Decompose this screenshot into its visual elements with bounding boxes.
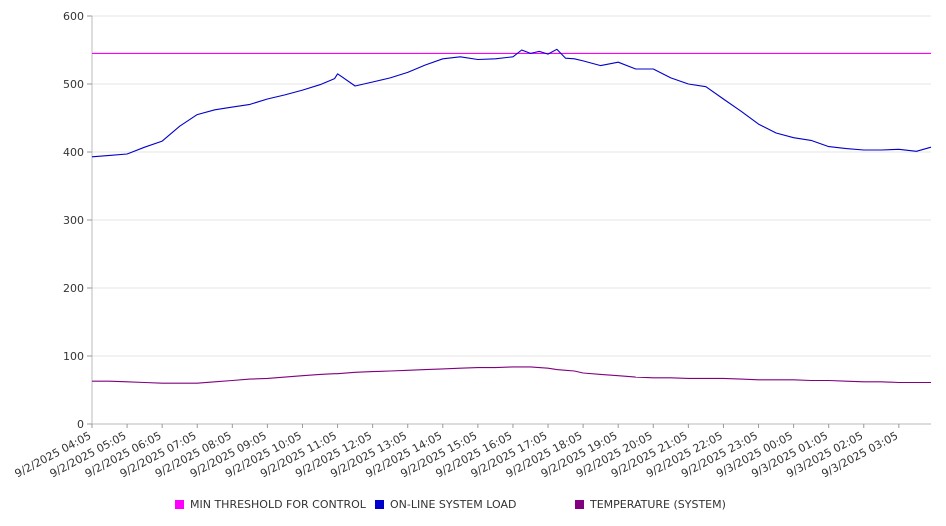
x-axis-ticks: 9/2/2025 04:059/2/2025 05:059/2/2025 06:…: [13, 424, 900, 480]
legend-label: ON-LINE SYSTEM LOAD: [390, 498, 517, 511]
y-tick-label: 400: [63, 146, 84, 159]
y-axis-ticks: 0 100 200 300 400 500 600: [63, 10, 92, 431]
legend-label: TEMPERATURE (SYSTEM): [590, 498, 726, 511]
y-tick-label: 200: [63, 282, 84, 295]
legend-swatch: [575, 500, 584, 509]
grid: [92, 15, 931, 357]
y-tick-label: 600: [63, 10, 84, 23]
y-tick-label: 100: [63, 350, 84, 363]
system-load-line: [91, 48, 932, 158]
y-tick-label: 0: [77, 418, 84, 431]
legend-item-temperature[interactable]: TEMPERATURE (SYSTEM): [575, 498, 726, 511]
y-tick-label: 500: [63, 78, 84, 91]
legend-label: MIN THRESHOLD FOR CONTROL: [190, 498, 366, 511]
legend-swatch: [175, 500, 184, 509]
legend: MIN THRESHOLD FOR CONTROL ON-LINE SYSTEM…: [0, 498, 946, 514]
y-tick-label: 300: [63, 214, 84, 227]
legend-item-min-threshold[interactable]: MIN THRESHOLD FOR CONTROL: [175, 498, 366, 511]
legend-item-system-load[interactable]: ON-LINE SYSTEM LOAD: [375, 498, 516, 511]
legend-swatch: [375, 500, 384, 509]
series: [91, 48, 932, 384]
temperature-line: [92, 366, 931, 384]
